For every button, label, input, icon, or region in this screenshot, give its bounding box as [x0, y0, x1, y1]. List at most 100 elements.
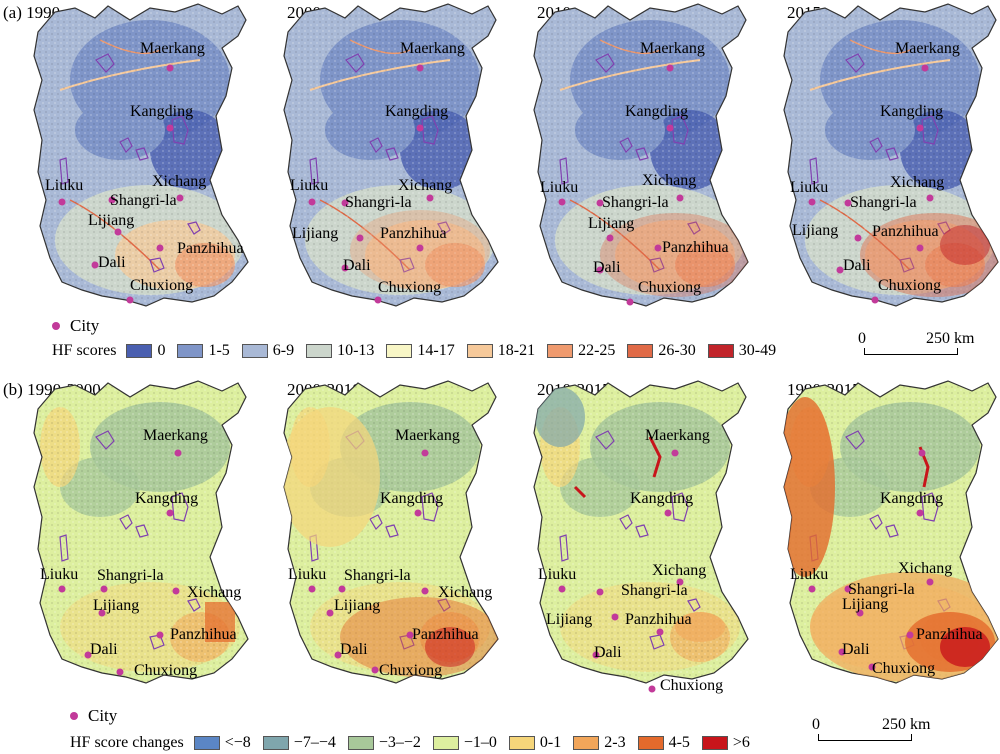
hf-change-class-swatch [347, 736, 374, 750]
city-label-lijiang: Lijiang [88, 212, 134, 229]
city-dot [174, 449, 182, 457]
city-label-panzhihua: Panzhihua [170, 626, 237, 643]
city-label-chuxiong: Chuxiong [878, 277, 941, 294]
city-label-chuxiong: Chuxiong [638, 279, 701, 296]
hf-score-class-swatch [466, 344, 493, 358]
scale-distance: 250 km [882, 716, 931, 733]
hf-score-class-item: 30-49 [707, 342, 776, 360]
hf-change-class-label: 2-3 [604, 734, 626, 751]
scale-zero: 0 [812, 716, 820, 733]
city-dot [108, 196, 116, 204]
city-label-chuxiong: Chuxiong [378, 279, 441, 296]
city-dot [808, 198, 816, 206]
city-dot [421, 449, 429, 457]
city-label-dali: Dali [593, 259, 621, 276]
city-label-xichang: Xichang [398, 177, 452, 194]
city-dot [606, 234, 614, 242]
city-dot [116, 668, 124, 676]
hf-score-class-item: 10-13 [306, 342, 374, 360]
city-dot-icon [52, 322, 60, 330]
city-dot [414, 509, 422, 517]
city-label-lijiang: Lijiang [842, 596, 888, 613]
legend-title: HF scores [52, 342, 117, 359]
scale-bar-b: 0 250 km [812, 716, 944, 746]
city-dot [98, 609, 106, 617]
scale-bar-a: 0 250 km [858, 330, 990, 360]
city-label-shangrila: Shangri-la [602, 194, 669, 211]
scale-line [818, 734, 912, 741]
city-label-maerkang: Maerkang [143, 427, 208, 444]
city-dot [166, 509, 174, 517]
city-dot [656, 628, 664, 636]
city-label-liuku: Liuku [538, 566, 576, 583]
city-dot [918, 449, 926, 457]
city-label-liuku: Liuku [290, 177, 328, 194]
hf-change-class-label: 4-5 [668, 734, 690, 751]
city-label-dali: Dali [594, 644, 622, 661]
city-label-maerkang: Maerkang [645, 427, 710, 444]
hf-score-class-swatch [386, 344, 413, 358]
city-dot [172, 587, 180, 595]
map-2000 [250, 0, 510, 320]
city-label-panzhihua: Panzhihua [872, 223, 939, 240]
city-label-dali: Dali [90, 641, 118, 658]
cities-1990-2000: Maerkang Kangding Liuku Xichang Shangri-… [40, 427, 241, 679]
city-label-panzhihua: Panzhihua [412, 626, 479, 643]
city-label-chuxiong: Chuxiong [134, 662, 197, 679]
scale-distance: 250 km [926, 330, 975, 347]
hf-change-class-swatch [262, 736, 289, 750]
city-dot [84, 651, 92, 659]
city-label-liuku: Liuku [790, 566, 828, 583]
city-label-shangrila: Shangri-la [110, 192, 177, 209]
hf-change-class-swatch [701, 736, 728, 750]
hf-scores-legend: HF scores 0 1-5 6-9 10-13 14-17 18-21 22-25 26-… [52, 342, 788, 360]
city-dot [156, 244, 164, 252]
city-label-panzhihua: Panzhihua [177, 240, 244, 257]
city-label-chuxiong: Chuxiong [379, 662, 442, 679]
city-dot [916, 509, 924, 517]
city-label-maerkang: Maerkang [895, 40, 960, 57]
city-label-xichang: Xichang [898, 560, 952, 577]
city-dot [871, 296, 879, 304]
city-label-xichang: Xichang [438, 584, 492, 601]
cities-2000-2010: Maerkang Kangding Liuku Xichang Shangri-… [288, 427, 492, 679]
city-dot [416, 244, 424, 252]
hf-change-class-item: −3–−2 [347, 734, 421, 752]
hf-score-class-label: 1-5 [208, 342, 230, 359]
city-label-shangrila: Shangri-la [848, 581, 915, 598]
city-dot [676, 194, 684, 202]
cities-1990: Maerkang Kangding Liuku Xichang Shangri-… [45, 40, 244, 304]
hf-change-class-label: >6 [732, 734, 750, 751]
hf-change-class-label: <−8 [224, 734, 251, 751]
map-1990 [0, 0, 260, 320]
city-label-xichang: Xichang [642, 172, 696, 189]
city-dot [58, 198, 66, 206]
city-legend-b: City [70, 706, 117, 726]
hf-score-class-swatch [547, 344, 574, 358]
city-label-shangrila: Shangri-la [850, 194, 917, 211]
hf-score-class-label: 18-21 [497, 342, 536, 359]
map-change-1990-2015 [750, 377, 1000, 697]
city-legend-label: City [70, 316, 100, 335]
hf-score-class-swatch [627, 344, 654, 358]
city-label-maerkang: Maerkang [140, 40, 205, 57]
city-label-chuxiong: Chuxiong [660, 677, 723, 694]
hf-change-class-swatch [193, 736, 220, 750]
city-dot [664, 509, 672, 517]
city-dot [156, 631, 164, 639]
hf-change-class-item: 2-3 [573, 734, 626, 752]
hf-change-class-swatch [432, 736, 459, 750]
city-dot [676, 578, 684, 586]
city-dot [844, 199, 852, 207]
hf-score-class-swatch [707, 344, 734, 358]
city-label-kangding: Kangding [880, 490, 943, 507]
city-dot [356, 234, 364, 242]
city-dot [671, 449, 679, 457]
city-dot [808, 585, 816, 593]
city-label-kangding: Kangding [880, 103, 943, 120]
legend-title: HF score changes [70, 734, 184, 751]
city-dot [371, 666, 379, 674]
city-dot [114, 228, 122, 236]
city-dot [126, 296, 134, 304]
